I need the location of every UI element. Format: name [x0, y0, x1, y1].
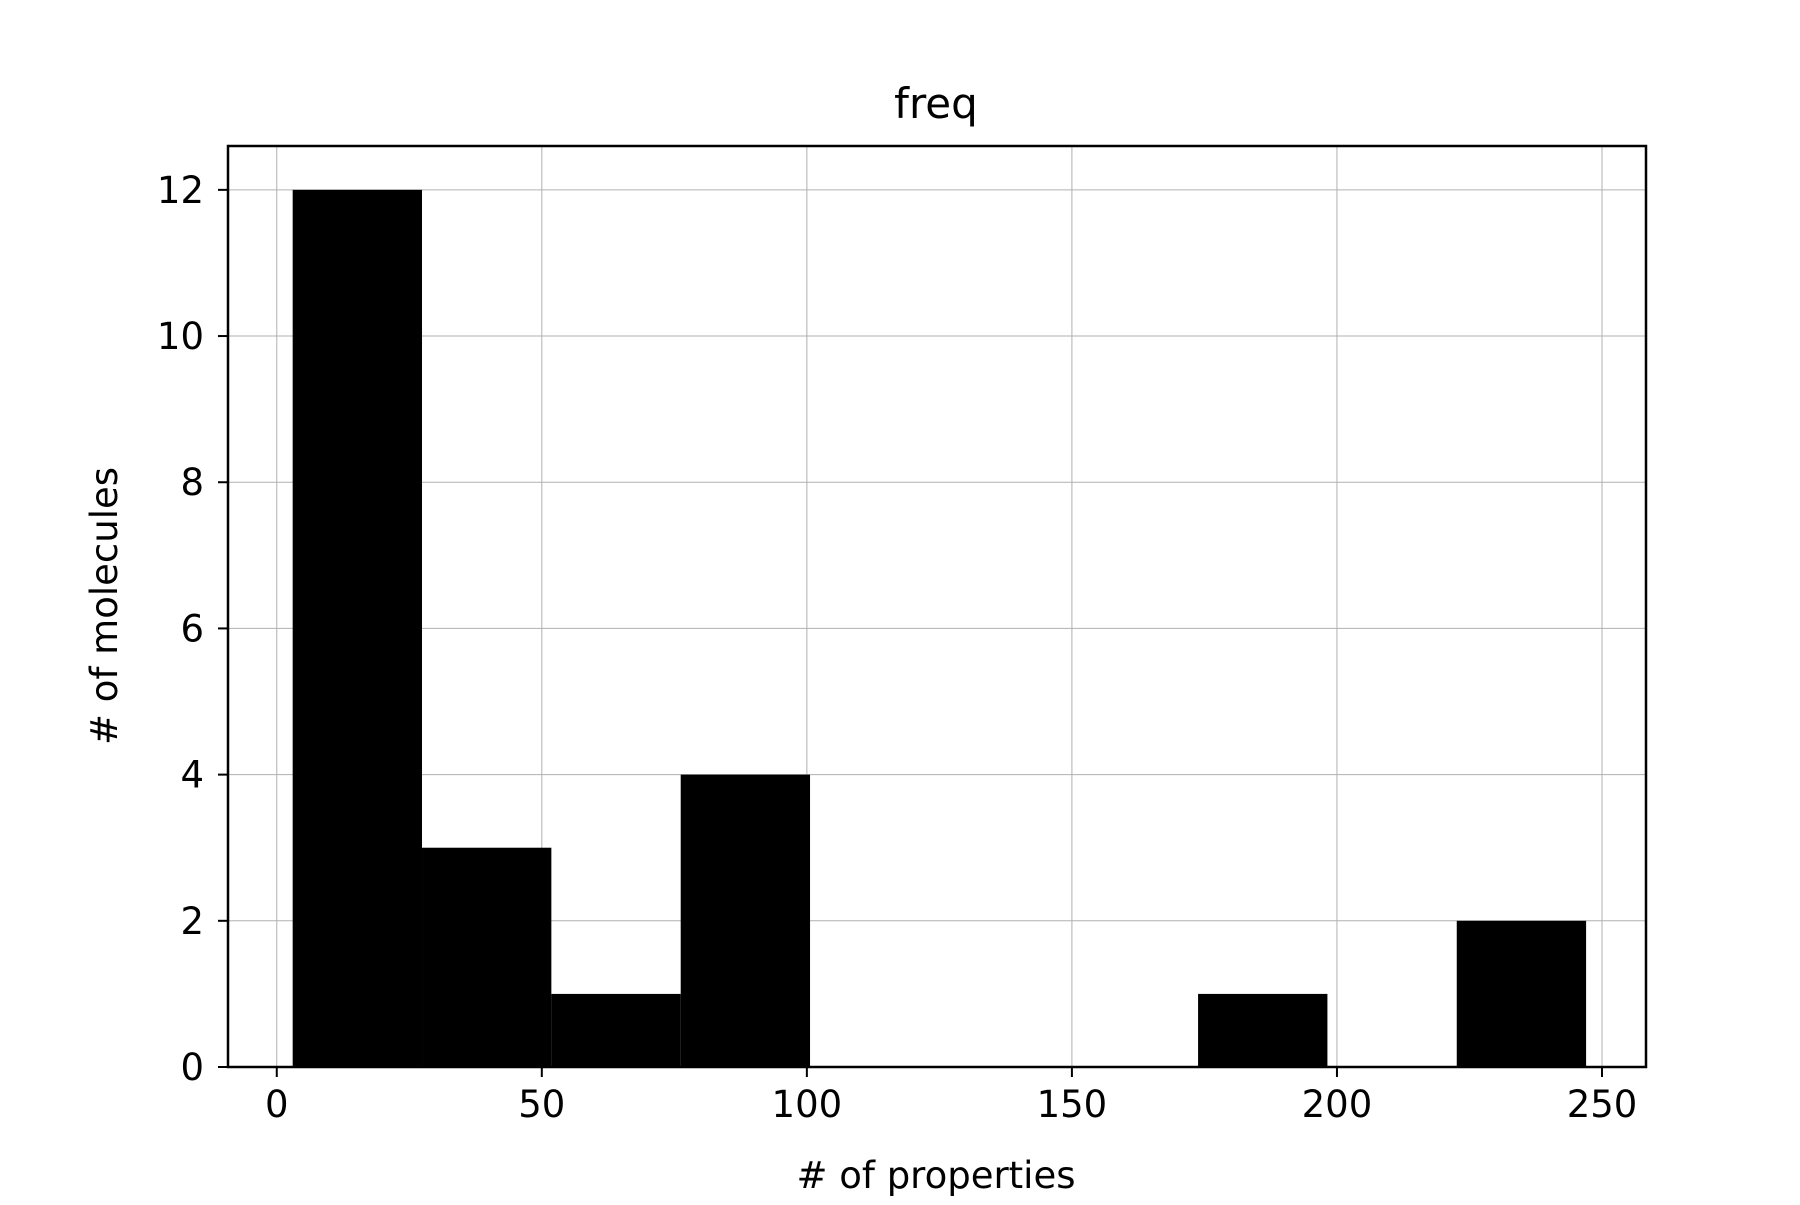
x-tick-label: 250: [1567, 1083, 1638, 1126]
plot-frame: [226, 144, 1648, 1069]
bars: [292, 189, 1587, 1067]
y-tick-label: 0: [180, 1046, 204, 1089]
y-tick-label: 2: [180, 900, 204, 943]
y-tick-label: 8: [180, 461, 204, 504]
x-tick-label: 50: [518, 1083, 565, 1126]
x-tick-label: 150: [1037, 1083, 1108, 1126]
y-tick-label: 4: [180, 754, 204, 797]
histogram-bar: [1198, 993, 1328, 1067]
histogram-bar: [422, 847, 552, 1067]
x-tick-label: 200: [1302, 1083, 1373, 1126]
y-tick-label: 10: [157, 315, 204, 358]
y-axis-label: # of molecules: [83, 467, 126, 745]
histogram-bar: [680, 774, 811, 1067]
chart-title: freq: [894, 79, 978, 128]
x-tick-label: 0: [265, 1083, 289, 1126]
x-tick-label: 100: [772, 1083, 843, 1126]
histogram-bar: [1456, 920, 1587, 1067]
y-tick-label: 6: [180, 607, 204, 650]
x-axis-label: # of properties: [797, 1154, 1076, 1197]
ticks: 0 50 100 150 200 250 0 2 4 6 8 10 12: [157, 169, 1637, 1126]
grid-lines: [228, 146, 1646, 1068]
histogram-bar: [292, 189, 423, 1067]
y-tick-label: 12: [157, 169, 204, 212]
histogram-bar: [551, 993, 681, 1067]
